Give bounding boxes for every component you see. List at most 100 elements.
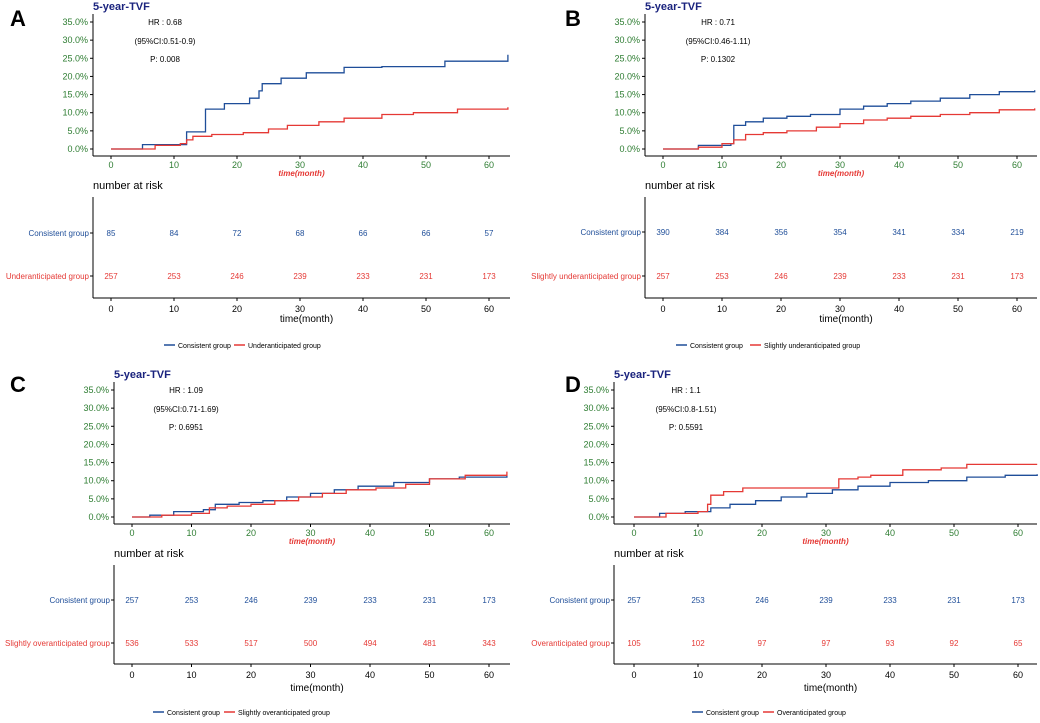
risk-count: 233 [892, 272, 906, 281]
risk-count: 84 [170, 229, 179, 238]
x-tick-label: 20 [776, 160, 786, 170]
panel-label: D [565, 372, 581, 397]
y-tick-label: 5.0% [588, 494, 609, 504]
risk-count: 354 [833, 228, 847, 237]
y-tick-label: 0.0% [88, 512, 109, 522]
chart-title: 5-year-TVF [614, 369, 671, 381]
ci-text: (95%CI:0.51-0.9) [135, 37, 196, 46]
risk-group-label: Consistent group [550, 596, 611, 605]
risk-count: 253 [167, 272, 181, 281]
y-tick-label: 25.0% [583, 421, 609, 431]
y-tick-label: 30.0% [583, 403, 609, 413]
p-value-text: P: 0.5591 [669, 423, 704, 432]
y-tick-label: 20.0% [583, 439, 609, 449]
x-tick-label: 30 [835, 160, 845, 170]
chart-title: 5-year-TVF [114, 369, 171, 381]
chart-title: 5-year-TVF [93, 1, 150, 13]
y-tick-label: 0.0% [619, 144, 640, 154]
risk-group-label: Slightly overanticipated group [5, 639, 111, 648]
series-line-comparison [111, 107, 509, 150]
ci-text: (95%CI:0.8-1.51) [656, 405, 717, 414]
y-tick-label: 5.0% [88, 494, 109, 504]
x-tick-label: 60 [484, 528, 494, 538]
series-line-consistent [132, 475, 508, 518]
y-tick-label: 35.0% [83, 385, 109, 395]
hr-text: HR : 0.68 [148, 18, 182, 27]
x-tick-label: 40 [358, 160, 368, 170]
risk-count: 239 [819, 596, 833, 605]
risk-count: 517 [244, 639, 258, 648]
x-tick-label: 10 [186, 528, 196, 538]
x-tick-label: 20 [757, 528, 767, 538]
x-tick-label: 30 [821, 528, 831, 538]
series-line-comparison [634, 463, 1038, 518]
x-tick-label: 0 [129, 528, 134, 538]
risk-x-tick-label: 40 [894, 304, 904, 314]
x-tick-label: 40 [885, 528, 895, 538]
risk-x-tick-label: 30 [295, 304, 305, 314]
hr-text: HR : 1.09 [169, 386, 203, 395]
y-tick-label: 20.0% [83, 439, 109, 449]
risk-x-tick-label: 40 [358, 304, 368, 314]
risk-x-tick-label: 60 [1013, 670, 1023, 680]
risk-count: 253 [715, 272, 729, 281]
risk-count: 93 [886, 639, 895, 648]
risk-table-title: number at risk [114, 548, 184, 560]
panel-label: B [565, 6, 581, 31]
risk-count: 173 [482, 596, 496, 605]
legend-label: Consistent group [690, 343, 743, 350]
risk-count: 102 [691, 639, 705, 648]
x-tick-label: 50 [953, 160, 963, 170]
risk-count: 173 [1011, 596, 1025, 605]
legend-label: Overanticipated group [777, 710, 846, 717]
y-tick-label: 10.0% [583, 476, 609, 486]
risk-count: 257 [656, 272, 670, 281]
risk-x-tick-label: 0 [631, 670, 636, 680]
risk-x-tick-label: 50 [421, 304, 431, 314]
risk-group-label: Underanticipated group [6, 272, 90, 281]
risk-count: 253 [185, 596, 199, 605]
legend-label: Slightly underanticipated group [764, 343, 860, 350]
risk-count: 233 [883, 596, 897, 605]
risk-count: 66 [422, 229, 431, 238]
risk-count: 384 [715, 228, 729, 237]
y-tick-label: 25.0% [614, 53, 640, 63]
x-axis-label: time(month) [818, 169, 865, 178]
risk-count: 246 [230, 272, 244, 281]
risk-count: 231 [951, 272, 965, 281]
x-tick-label: 60 [1013, 528, 1023, 538]
y-tick-label: 15.0% [614, 90, 640, 100]
legend-label: Consistent group [178, 343, 231, 350]
risk-table-title: number at risk [93, 180, 163, 192]
series-line-comparison [132, 471, 508, 518]
risk-count: 257 [125, 596, 139, 605]
risk-count: 233 [363, 596, 377, 605]
series-line-consistent [111, 54, 509, 150]
risk-count: 500 [304, 639, 318, 648]
x-axis-label: time(month) [802, 537, 849, 546]
risk-x-tick-label: 10 [169, 304, 179, 314]
risk-count: 72 [233, 229, 242, 238]
ci-text: (95%CI:0.71-1.69) [153, 405, 219, 414]
risk-count: 390 [656, 228, 670, 237]
risk-count: 66 [359, 229, 368, 238]
risk-x-tick-label: 20 [232, 304, 242, 314]
risk-x-tick-label: 20 [246, 670, 256, 680]
y-tick-label: 10.0% [83, 476, 109, 486]
risk-count: 105 [627, 639, 641, 648]
risk-count: 231 [947, 596, 961, 605]
risk-table-title: number at risk [645, 180, 715, 192]
series-line-consistent [663, 90, 1036, 150]
y-tick-label: 20.0% [614, 71, 640, 81]
legend-label: Underanticipated group [248, 343, 321, 350]
risk-count: 231 [419, 272, 433, 281]
p-value-text: P: 0.1302 [701, 55, 736, 64]
x-tick-label: 60 [1012, 160, 1022, 170]
x-tick-label: 50 [421, 160, 431, 170]
y-tick-label: 0.0% [67, 144, 88, 154]
x-tick-label: 50 [424, 528, 434, 538]
risk-count: 173 [1010, 272, 1024, 281]
x-axis-label: time(month) [289, 537, 336, 546]
risk-x-tick-label: 0 [108, 304, 113, 314]
